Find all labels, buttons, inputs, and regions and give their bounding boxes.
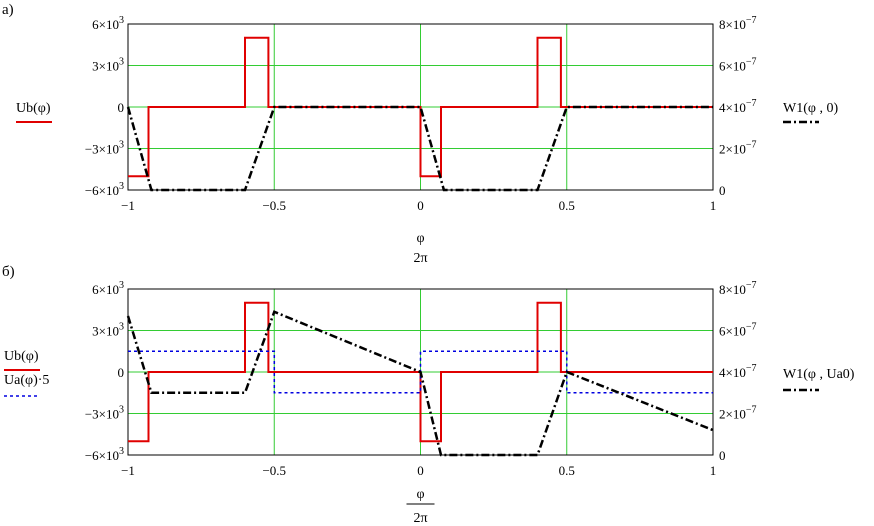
x-tick-label: 0 xyxy=(417,463,424,478)
y-left-tick-label: 6×103 xyxy=(92,15,124,32)
legend-label: W1(φ , 0) xyxy=(783,101,838,116)
y-left-tick-label: −3×103 xyxy=(85,140,124,157)
legend-label: Ua(φ)·5 xyxy=(4,373,49,388)
x-label-numerator: φ xyxy=(416,231,424,246)
series-line-ub- xyxy=(128,301,713,443)
y-left-tick-label: −3×103 xyxy=(85,405,124,422)
panel-label: б) xyxy=(2,264,15,280)
y-right-tick-label: 4×10−7 xyxy=(719,363,756,380)
y-right-tick-label: 6×10−7 xyxy=(719,322,756,339)
x-tick-label: 0 xyxy=(417,198,424,213)
y-right-tick-label: 0 xyxy=(719,448,726,463)
x-label-denominator: 2π xyxy=(413,251,427,266)
legend-label: W1(φ , Ua0) xyxy=(783,367,855,382)
x-tick-label: −0.5 xyxy=(262,198,286,213)
y-left-tick-label: −6×103 xyxy=(85,181,124,198)
y-left-tick-label: 6×103 xyxy=(92,280,124,297)
legend-label: Ub(φ) xyxy=(4,349,39,364)
y-right-tick-label: 8×10−7 xyxy=(719,15,756,32)
y-left-tick-label: 0 xyxy=(118,100,125,115)
y-right-tick-label: 4×10−7 xyxy=(719,98,756,115)
x-tick-label: 0.5 xyxy=(559,198,575,213)
series-line-w1-0- xyxy=(126,105,713,192)
legend-label: Ub(φ) xyxy=(16,101,51,116)
x-tick-label: −1 xyxy=(121,198,135,213)
y-left-tick-label: −6×103 xyxy=(85,446,124,463)
x-label-denominator: 2π xyxy=(413,511,427,526)
x-tick-label: −0.5 xyxy=(262,463,286,478)
series-line-w1-ua0- xyxy=(126,310,714,457)
panel-label: а) xyxy=(2,2,14,18)
x-label-numerator: φ xyxy=(416,487,424,502)
y-left-tick-label: 0 xyxy=(118,365,125,380)
y-left-tick-label: 3×103 xyxy=(92,57,124,74)
x-tick-label: 0.5 xyxy=(559,463,575,478)
x-tick-label: −1 xyxy=(121,463,135,478)
series-line-ub- xyxy=(128,36,713,178)
y-right-tick-label: 2×10−7 xyxy=(719,405,756,422)
y-right-tick-label: 6×10−7 xyxy=(719,57,756,74)
panel-1: а) −1 −0.5 0 0.5 1 6×103 3×103 0 −3×103 −6×103 8×10… xyxy=(2,2,838,266)
y-left-tick-label: 3×103 xyxy=(92,322,124,339)
y-right-tick-label: 2×10−7 xyxy=(719,140,756,157)
x-tick-label: 1 xyxy=(710,463,717,478)
x-tick-label: 1 xyxy=(710,198,717,213)
y-right-tick-label: 8×10−7 xyxy=(719,280,756,297)
panel-2: б) −1 −0.5 0 0.5 1 6×103 3×103 0 −3×103 −6×103 8×10… xyxy=(2,264,855,526)
y-right-tick-label: 0 xyxy=(719,183,726,198)
